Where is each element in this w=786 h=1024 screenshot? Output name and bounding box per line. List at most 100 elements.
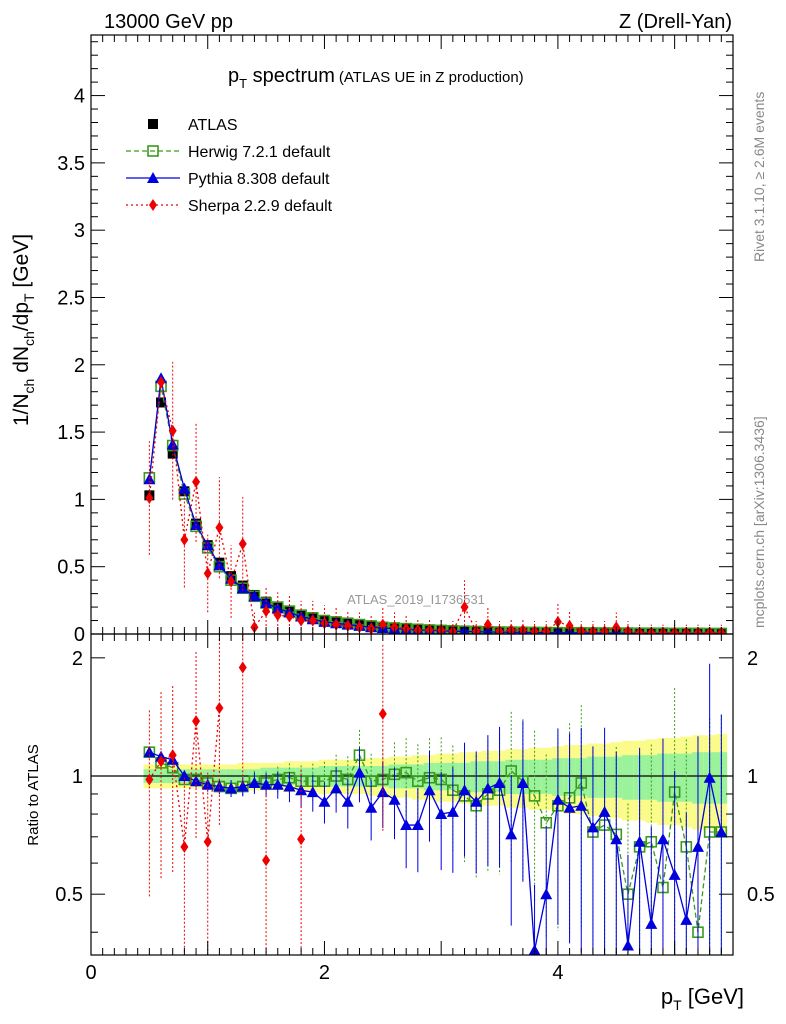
axes-frames: 00.511.522.533.540 2 40.5 0.51 12 2 — [55, 34, 775, 984]
x-tick-label: 2 — [319, 962, 330, 984]
pythia-ratio-marker — [505, 828, 518, 840]
pythia-ratio-marker — [341, 795, 354, 807]
pythia-ratio-marker — [411, 819, 424, 831]
main-y-tick-label: 3 — [74, 220, 85, 242]
ratio-series-group — [91, 634, 733, 955]
header-right: Z (Drell-Yan) — [619, 11, 732, 33]
sherpa-marker — [227, 575, 236, 588]
band-inner-bin — [540, 759, 553, 794]
ratio-frame — [90, 633, 734, 956]
sherpa-marker — [343, 619, 352, 632]
pythia-ratio-marker — [201, 778, 214, 790]
sherpa-marker — [215, 521, 224, 534]
pythia-ratio-marker — [563, 801, 576, 813]
pythia-marker — [178, 482, 191, 494]
x-tick-label: 4 — [552, 962, 563, 984]
pythia-ratio-marker — [283, 780, 296, 792]
sherpa-marker — [262, 605, 271, 618]
sherpa-ratio-marker — [297, 833, 306, 846]
main-y-tick-label: 0.5 — [57, 557, 85, 579]
sherpa-marker — [273, 609, 282, 622]
atlas-marker — [156, 397, 167, 408]
pythia-ratio-marker — [586, 821, 599, 833]
pythia-ratio-marker — [621, 939, 634, 951]
pythia-ratio-marker — [633, 835, 646, 847]
pythia-ratio-marker — [236, 780, 249, 792]
sherpa-ratio-marker — [157, 755, 166, 768]
pythia-marker — [248, 590, 261, 602]
x-axis-label: pT [GeV] — [661, 984, 744, 1013]
band-inner-bin — [622, 755, 634, 800]
main-y-tick-label: 2 — [74, 355, 85, 377]
herwig-ratio-marker — [400, 766, 412, 779]
pythia-ratio-marker — [446, 805, 459, 817]
x-tick-label: 0 — [85, 962, 96, 984]
pythia-ratio-marker — [353, 766, 366, 778]
sherpa-ratio-marker — [215, 702, 224, 715]
pythia-ratio-marker — [493, 776, 506, 788]
main-title-sub: T — [239, 76, 247, 91]
ylabel-sub-2: ch — [21, 331, 37, 346]
sherpa-marker — [308, 614, 317, 627]
legend: ATLAS Herwig 7.2.1 default Pythia 8.308 de… — [126, 117, 333, 215]
sherpa-marker — [565, 619, 574, 632]
sherpa-ratio-marker — [238, 661, 247, 674]
main-y-tick-label: 1.5 — [57, 422, 85, 444]
main-title-symbol: p — [228, 65, 239, 87]
pythia-marker — [271, 602, 284, 614]
pythia-ratio-marker — [271, 778, 284, 790]
main-y-tick-label: 1 — [74, 489, 85, 511]
main-y-tick-label: 2.5 — [57, 287, 85, 309]
ylabel-part-3: /dp — [10, 302, 33, 331]
pythia-ratio-marker — [575, 799, 588, 811]
xlabel-sub: T — [673, 997, 682, 1013]
sherpa-marker — [460, 601, 469, 614]
sherpa-marker — [192, 475, 201, 488]
pythia-ratio-marker — [680, 913, 693, 925]
legend-marker-sherpa — [149, 199, 157, 211]
ratio-y-tick-label: 2 — [72, 648, 83, 670]
band-inner-bin — [528, 759, 541, 794]
pythia-ratio-marker — [435, 808, 448, 820]
sherpa-ratio-marker — [180, 840, 189, 853]
pythia-ratio-marker — [470, 795, 483, 807]
ylabel-part-2: dN — [10, 346, 33, 379]
pythia-ratio-marker — [540, 888, 553, 900]
herwig-ratio-marker — [528, 790, 541, 802]
ratio-series-sherpa — [145, 634, 387, 955]
ratio-y-axis-label: Ratio to ATLAS — [25, 744, 42, 845]
pythia-ratio-marker — [365, 801, 378, 813]
main-title-text: spectrum — [247, 65, 335, 87]
band-inner-bin — [680, 753, 693, 802]
pythia-ratio-marker — [551, 793, 564, 805]
pythia-ratio-marker — [656, 833, 669, 845]
ratio-y-tick-label-right: 1 — [747, 766, 758, 788]
pythia-ratio-marker — [330, 782, 343, 794]
ratio-y-tick-label: 0.5 — [55, 884, 83, 906]
ratio-series-pythia — [143, 663, 728, 955]
pythia-marker — [236, 582, 249, 594]
sherpa-marker — [157, 376, 166, 389]
sherpa-marker — [285, 610, 294, 623]
header-left: 13000 GeV pp — [104, 11, 233, 33]
pythia-ratio-marker — [668, 868, 681, 880]
sherpa-marker — [297, 614, 306, 627]
legend-marker-atlas — [148, 119, 158, 129]
pythia-marker — [260, 597, 273, 609]
xlabel-symbol: p — [661, 984, 673, 1009]
sherpa-marker — [203, 567, 212, 580]
ylabel-part-1: 1/N — [10, 393, 33, 426]
main-y-tick-label: 0 — [74, 624, 85, 646]
pythia-ratio-marker — [248, 776, 261, 788]
pythia-ratio-marker — [598, 805, 611, 817]
pythia-ratio-marker — [423, 784, 436, 796]
ratio-y-tick-label: 1 — [72, 766, 83, 788]
sherpa-marker — [378, 618, 387, 631]
main-y-axis-label: 1/Nch dNch/dpT [GeV] — [10, 234, 37, 426]
pythia-ratio-marker — [691, 840, 704, 852]
sherpa-ratio-marker — [378, 707, 387, 720]
legend-label-herwig: Herwig 7.2.1 default — [188, 144, 331, 161]
legend-label-sherpa: Sherpa 2.2.9 default — [188, 198, 333, 215]
ratio-y-tick-label-right: 2 — [747, 648, 758, 670]
pythia-ratio-marker — [295, 784, 308, 796]
